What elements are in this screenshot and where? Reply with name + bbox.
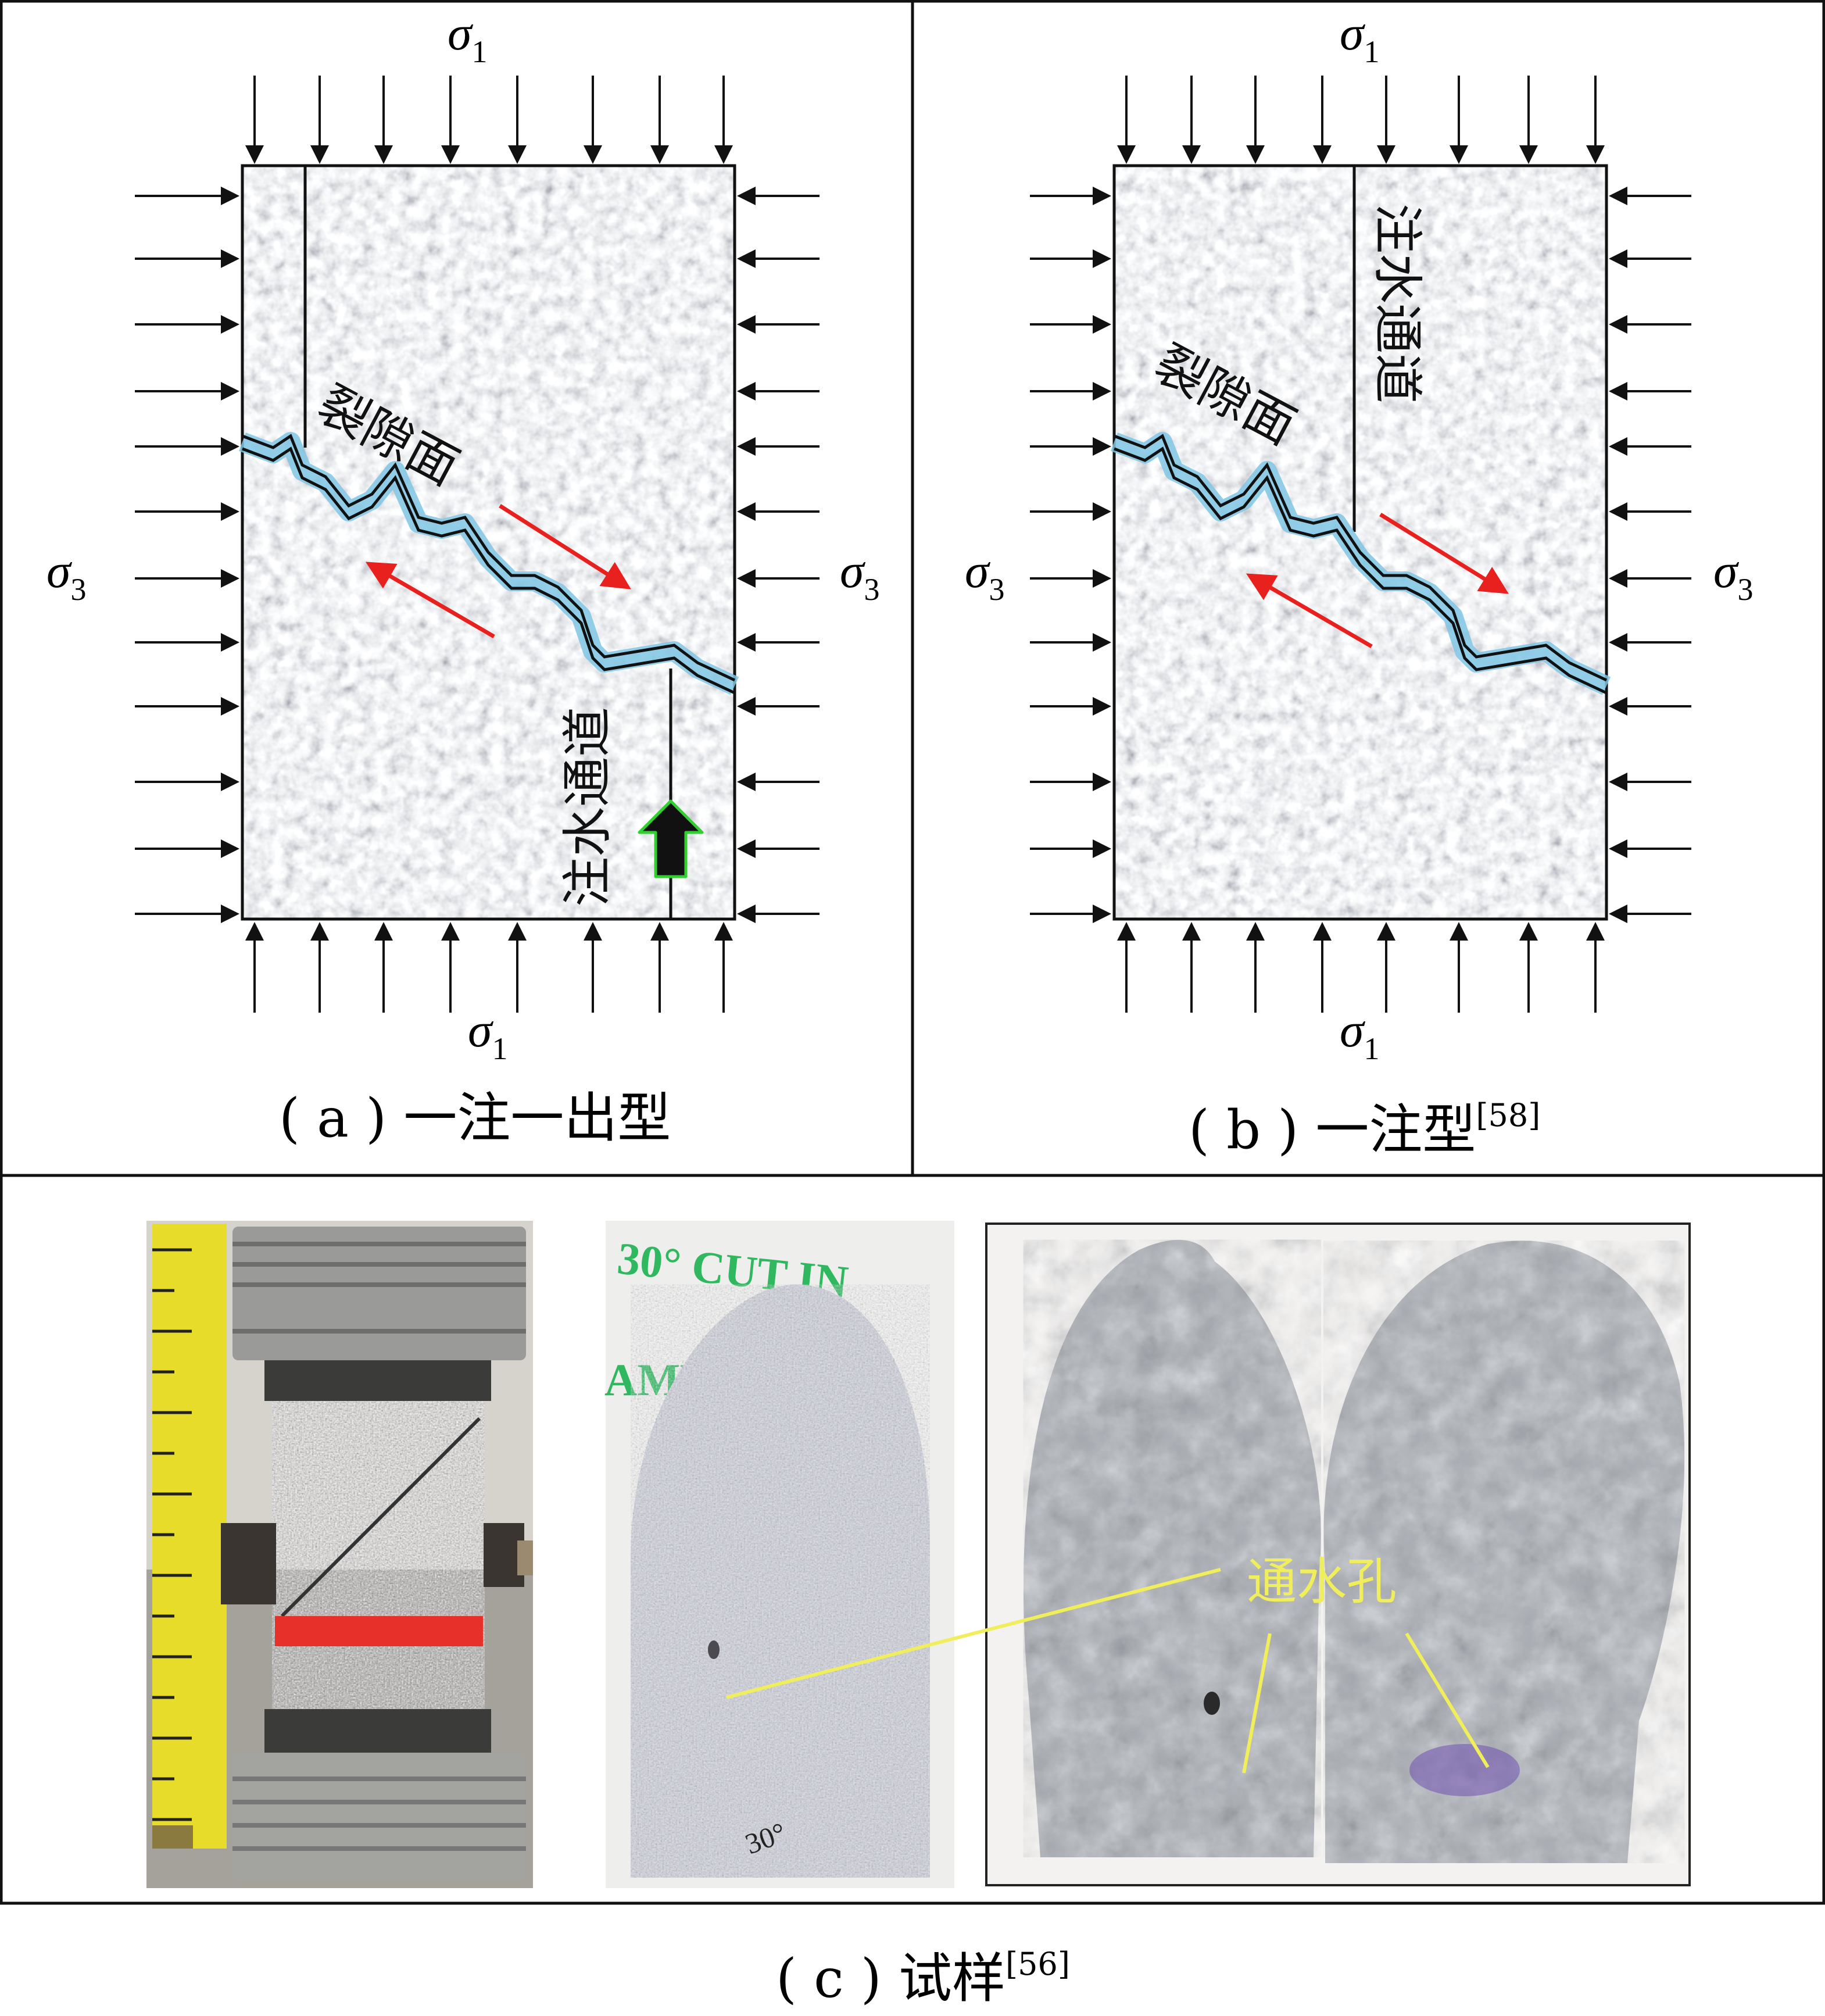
shear-arrow-upper-a	[499, 504, 631, 589]
panel-b: σ1 σ1 σ3 σ3 裂隙面 注水通道 ( b ) 一注型[58]	[965, 6, 1753, 1161]
shear-arrow-upper-b	[1379, 513, 1509, 594]
channel-label-a: 注水通道	[559, 707, 617, 907]
shear-arrow-lower-b	[1246, 573, 1373, 649]
sigma1-arrows-bottom-a	[245, 922, 733, 1013]
caption-b: ( b ) 一注型[58]	[1189, 1097, 1540, 1161]
fracture-plane-a	[238, 432, 739, 695]
panel-c: 30° CUT IN AME) 30° 通水孔 ( c ) 试样[56]	[146, 1221, 1691, 2010]
red-band	[275, 1616, 483, 1646]
sigma3-arrows-left-b	[1030, 187, 1111, 923]
sigma3-right-label-a: σ3	[840, 544, 879, 607]
sigma3-arrows-right-a	[737, 187, 820, 923]
caption-c: ( c ) 试样[56]	[776, 1946, 1070, 2010]
photo-specimen-in-cell	[146, 1221, 533, 1888]
hole-label: 通水孔	[1247, 1553, 1397, 1611]
tape-ticks	[152, 1248, 192, 1821]
sigma1-arrows-bottom-b	[1117, 922, 1605, 1013]
fracture-plane-b	[1110, 432, 1611, 695]
shear-arrow-lower-a	[365, 562, 495, 639]
specimen-saw-cut	[280, 1417, 481, 1618]
bottom-platen	[232, 1753, 526, 1881]
sigma1-arrows-top-a	[245, 76, 733, 164]
sigma1-arrows-top-b	[1117, 76, 1605, 164]
sigma1-bottom-label-b: σ1	[1340, 1003, 1379, 1066]
channel-label-b: 注水通道	[1368, 203, 1426, 403]
sigma1-top-label-b: σ1	[1340, 6, 1379, 69]
sigma3-left-label-b: σ3	[965, 544, 1004, 607]
inlet-arrow-a	[638, 799, 704, 878]
photo-cut-specimen: 30° CUT IN AME) 30°	[604, 1221, 954, 1888]
photo-split-specimen	[985, 1223, 1691, 1886]
panel-a: σ1 σ1 σ3 σ3 裂隙面 注水通道 ( a ) 一注一出型	[46, 6, 879, 1149]
sigma3-arrows-right-b	[1609, 187, 1691, 923]
sigma1-top-label-a: σ1	[448, 6, 487, 69]
sigma3-right-label-b: σ3	[1713, 544, 1753, 607]
hole-annotation-lines	[726, 1568, 1490, 1774]
sigma1-bottom-label-a: σ1	[468, 1003, 507, 1066]
top-platen	[232, 1227, 526, 1360]
sigma3-left-label-a: σ3	[46, 544, 86, 607]
caption-a: ( a ) 一注一出型	[279, 1087, 671, 1149]
sigma3-arrows-left-a	[135, 187, 239, 923]
granite-specimen	[272, 1401, 485, 1709]
